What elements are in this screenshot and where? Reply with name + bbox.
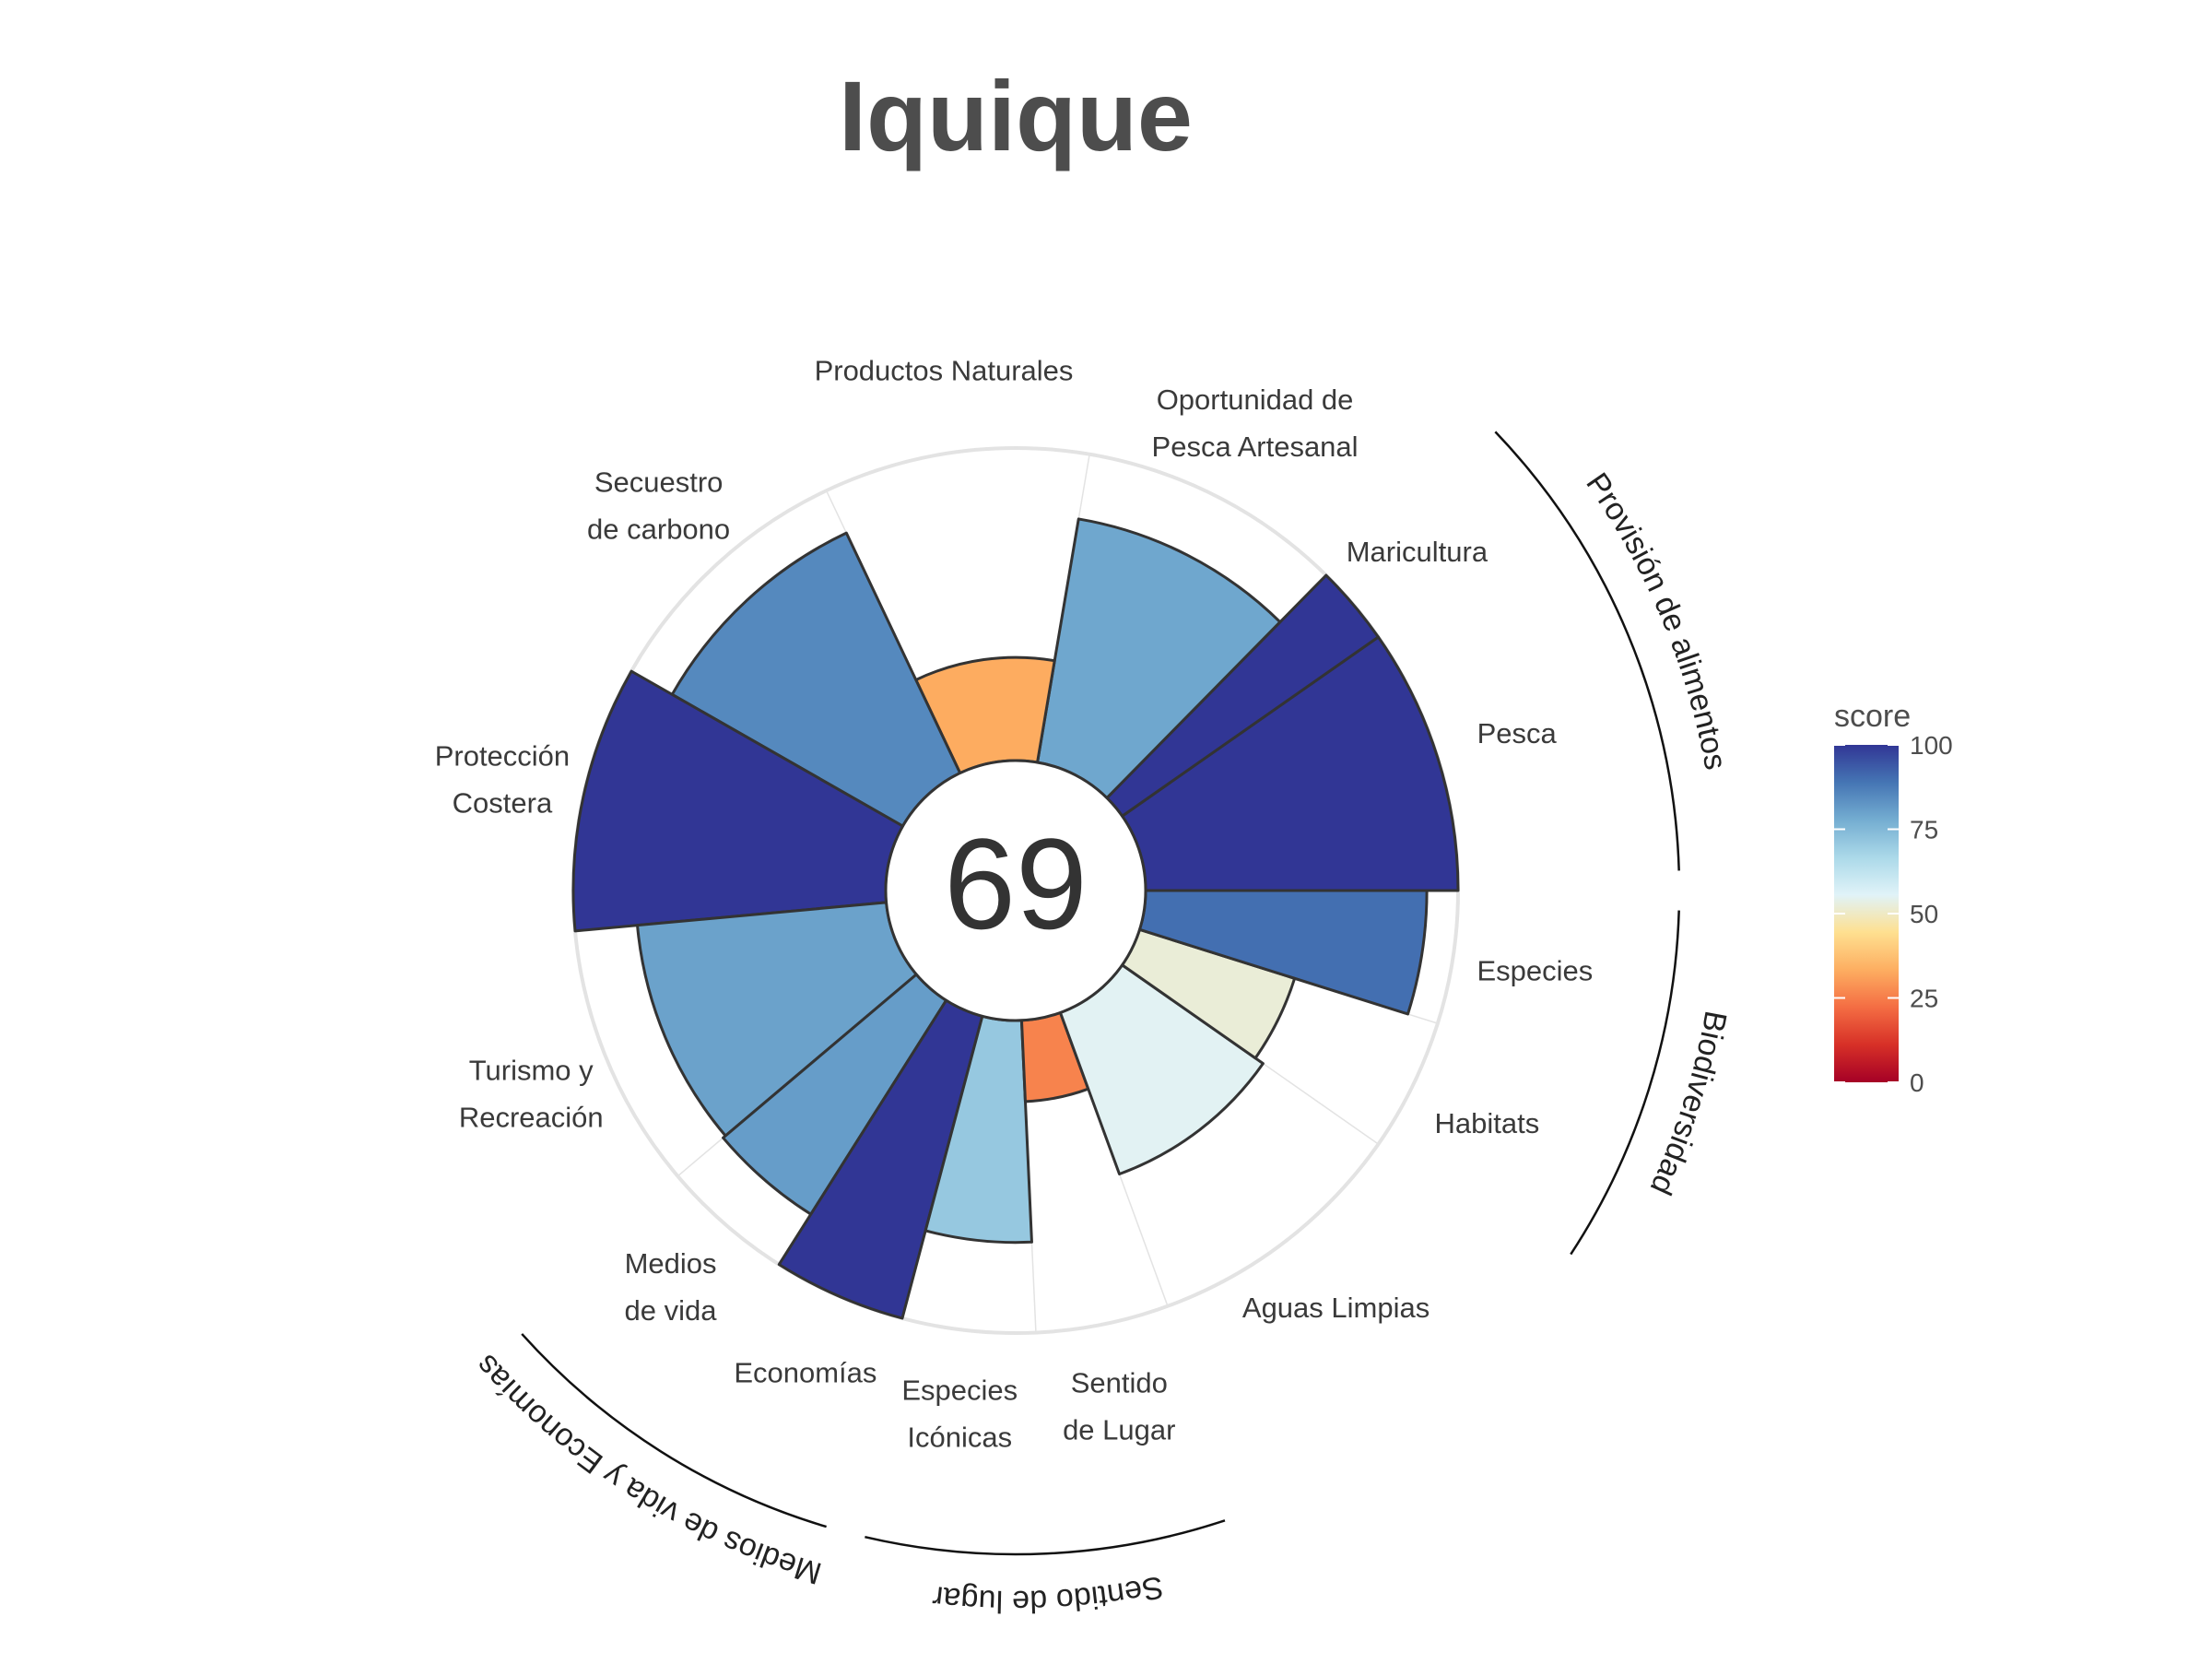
petal-label-turismo-recreacion: Turismo y Recreación: [459, 1055, 604, 1134]
petal-label-productos-naturales: Productos Naturales: [815, 354, 1074, 386]
legend-tick-label: 25: [1910, 985, 1938, 1013]
center-disc: [884, 759, 1147, 1022]
petal-label-pesca: Pesca: [1477, 717, 1558, 749]
petal-label-secuestro-carbono: Secuestro de carbono: [587, 466, 730, 545]
center-score: 69: [944, 811, 1088, 956]
petal-label-medios-de-vida: Medios de vida: [625, 1247, 718, 1327]
petal-label-sentido-de-lugar: Sentido de Lugar: [1063, 1366, 1175, 1446]
legend-tick-label: 0: [1910, 1068, 1924, 1097]
petal-label-proteccion-costera: Protección Costera: [435, 740, 570, 820]
petal-label-economias: Economías: [734, 1356, 877, 1388]
goal-label-biodiversidad: Biodiversidad: [1643, 1009, 1734, 1200]
legend-tick-label: 100: [1910, 731, 1953, 760]
legend: score 0 25 50 75 100: [1834, 699, 1953, 1097]
petal-layer: [571, 517, 1460, 1320]
center-layer: 69: [884, 759, 1147, 1022]
petal-label-habitats: Habitats: [1435, 1107, 1540, 1139]
goal-label-sentido-de-lugar-goal: Sentido de lugar: [931, 1569, 1167, 1619]
goal-arc-sentido-de-lugar-goal: [865, 1519, 1226, 1556]
petal-label-layer: Pesca Maricultura Oportunidad de Pesca Arte…: [435, 354, 1594, 1453]
legend-tick-label: 75: [1910, 816, 1938, 844]
legend-tick-label: 50: [1910, 900, 1938, 928]
petal-label-maricultura: Maricultura: [1347, 536, 1488, 568]
goal-arc-biodiversidad: [1570, 910, 1680, 1256]
legend-title: score: [1834, 699, 1911, 734]
goal-arc-medios-de-vida-y-economias: [521, 1333, 827, 1528]
chart-title: Iquique: [839, 60, 1193, 171]
goal-arc-provision-de-alimentos: [1494, 431, 1680, 871]
petal-label-oportunidad-pesca-artesanal: Oportunidad de Pesca Artesanal: [1152, 384, 1359, 463]
goal-label-provision-de-alimentos: Provisión de alimentos: [1579, 466, 1733, 773]
petal-label-aguas-limpias: Aguas Limpias: [1242, 1292, 1430, 1324]
petal-label-especies-iconicas: Especies Icónicas: [901, 1374, 1018, 1453]
petal-label-especies: Especies: [1477, 955, 1593, 987]
